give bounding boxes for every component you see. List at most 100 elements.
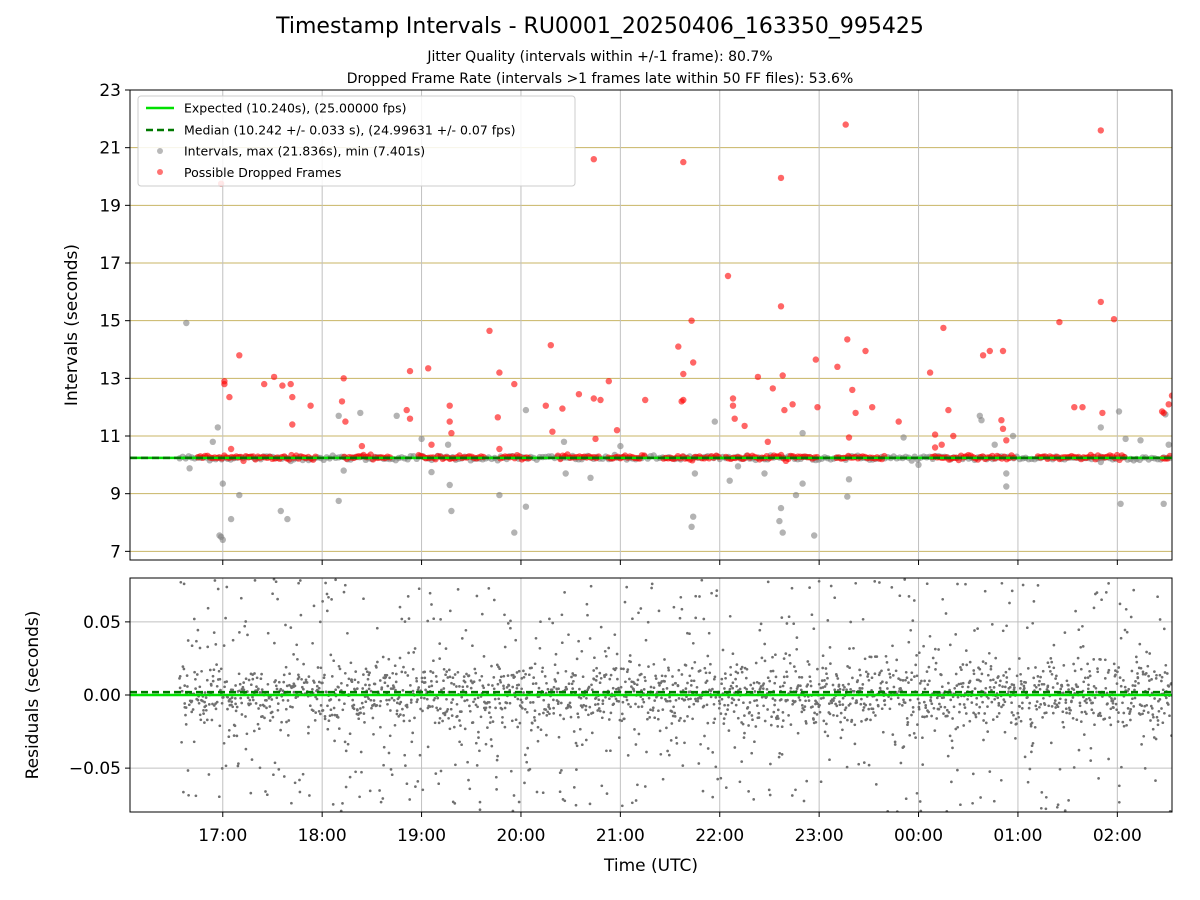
residual-point (986, 730, 990, 733)
residual-point (913, 675, 916, 678)
residual-point (902, 745, 906, 748)
residual-point (237, 762, 240, 765)
residual-point (718, 702, 722, 705)
residual-point (393, 723, 397, 727)
residual-point (187, 793, 190, 797)
dropped-frame-point (680, 158, 687, 166)
dropped-frame-point (986, 347, 993, 355)
residual-point (999, 679, 1002, 683)
residual-point (525, 696, 529, 700)
residual-point (918, 682, 922, 685)
residual-point (450, 701, 453, 704)
interval-point (587, 474, 594, 481)
residual-point (1038, 687, 1042, 691)
residual-point (701, 789, 705, 793)
residual-point (600, 784, 604, 788)
residual-point (912, 732, 916, 735)
residual-point (755, 698, 759, 702)
residual-point (1036, 584, 1040, 587)
residual-point (989, 665, 993, 668)
residual-point (535, 790, 539, 794)
residual-point (848, 647, 851, 650)
residual-point (183, 684, 187, 687)
residual-point (680, 607, 684, 611)
residual-point (596, 709, 600, 712)
residual-point (972, 672, 976, 676)
residual-point (271, 592, 274, 596)
residual-point (707, 631, 711, 635)
residual-point (216, 587, 220, 591)
residual-point (972, 711, 975, 715)
residual-point (571, 687, 575, 690)
residual-point (284, 623, 287, 627)
x-tick-label: 00:00 (894, 826, 943, 846)
residual-point (302, 662, 305, 666)
residual-point (878, 671, 882, 675)
residual-point (417, 686, 421, 689)
residual-point (888, 676, 892, 679)
residual-point (311, 709, 315, 713)
residual-point (979, 679, 982, 683)
residual-point (402, 719, 406, 723)
interval-point (393, 412, 400, 419)
residual-point (516, 697, 520, 701)
residual-point (1012, 688, 1016, 691)
residual-point (915, 674, 919, 678)
dropped-frame-point (926, 369, 934, 376)
residual-point (476, 696, 480, 700)
residual-point (817, 682, 821, 686)
residual-point (209, 684, 213, 687)
residual-point (1047, 704, 1051, 708)
legend: Expected (10.240s), (25.00000 fps) Media… (137, 95, 576, 187)
residual-point (1070, 699, 1073, 703)
residual-point (798, 698, 802, 702)
residual-point (997, 701, 1001, 705)
residual-point (584, 708, 588, 712)
residual-point (776, 708, 780, 712)
residual-point (249, 683, 253, 687)
residual-point (1112, 662, 1116, 666)
residual-point (950, 780, 953, 784)
residual-point (852, 646, 855, 650)
residual-point (552, 712, 556, 715)
residual-point (478, 808, 482, 812)
residual-point (1108, 716, 1111, 719)
dropped-frame-point (895, 418, 902, 425)
residual-point (217, 795, 221, 799)
residual-point (994, 681, 998, 684)
residual-point (630, 801, 634, 805)
residual-point (1121, 720, 1125, 724)
residual-point (929, 699, 933, 703)
dropped-frame-point (496, 445, 503, 453)
residual-point (806, 683, 810, 686)
residual-point (337, 685, 340, 689)
residual-point (774, 675, 778, 679)
dropped-frame-point (862, 347, 869, 355)
residual-point (499, 680, 503, 684)
residual-point (234, 702, 237, 706)
residual-point (383, 681, 387, 685)
x-axis: 17:00 18:00 19:00 20:00 21:00 22:00 23:00 00:00… (198, 812, 1142, 846)
residual-point (952, 705, 956, 709)
residual-point (472, 680, 476, 684)
residual-point (536, 725, 540, 729)
residual-point (387, 657, 391, 661)
residual-point (367, 673, 371, 677)
residual-point (472, 700, 475, 704)
residual-point (908, 733, 912, 737)
residual-point (1119, 684, 1123, 688)
residual-point (777, 755, 781, 759)
residual-point (471, 721, 475, 724)
residual-point (469, 686, 473, 690)
residual-point (823, 685, 827, 688)
residual-point (375, 666, 378, 669)
residual-point (587, 713, 590, 717)
residual-point (993, 697, 997, 701)
residual-point (346, 631, 349, 635)
residual-point (811, 705, 814, 709)
residual-point (385, 673, 389, 677)
residual-point (1056, 682, 1059, 685)
residual-point (904, 797, 908, 801)
residual-point (345, 684, 349, 687)
residual-point (1008, 667, 1011, 671)
